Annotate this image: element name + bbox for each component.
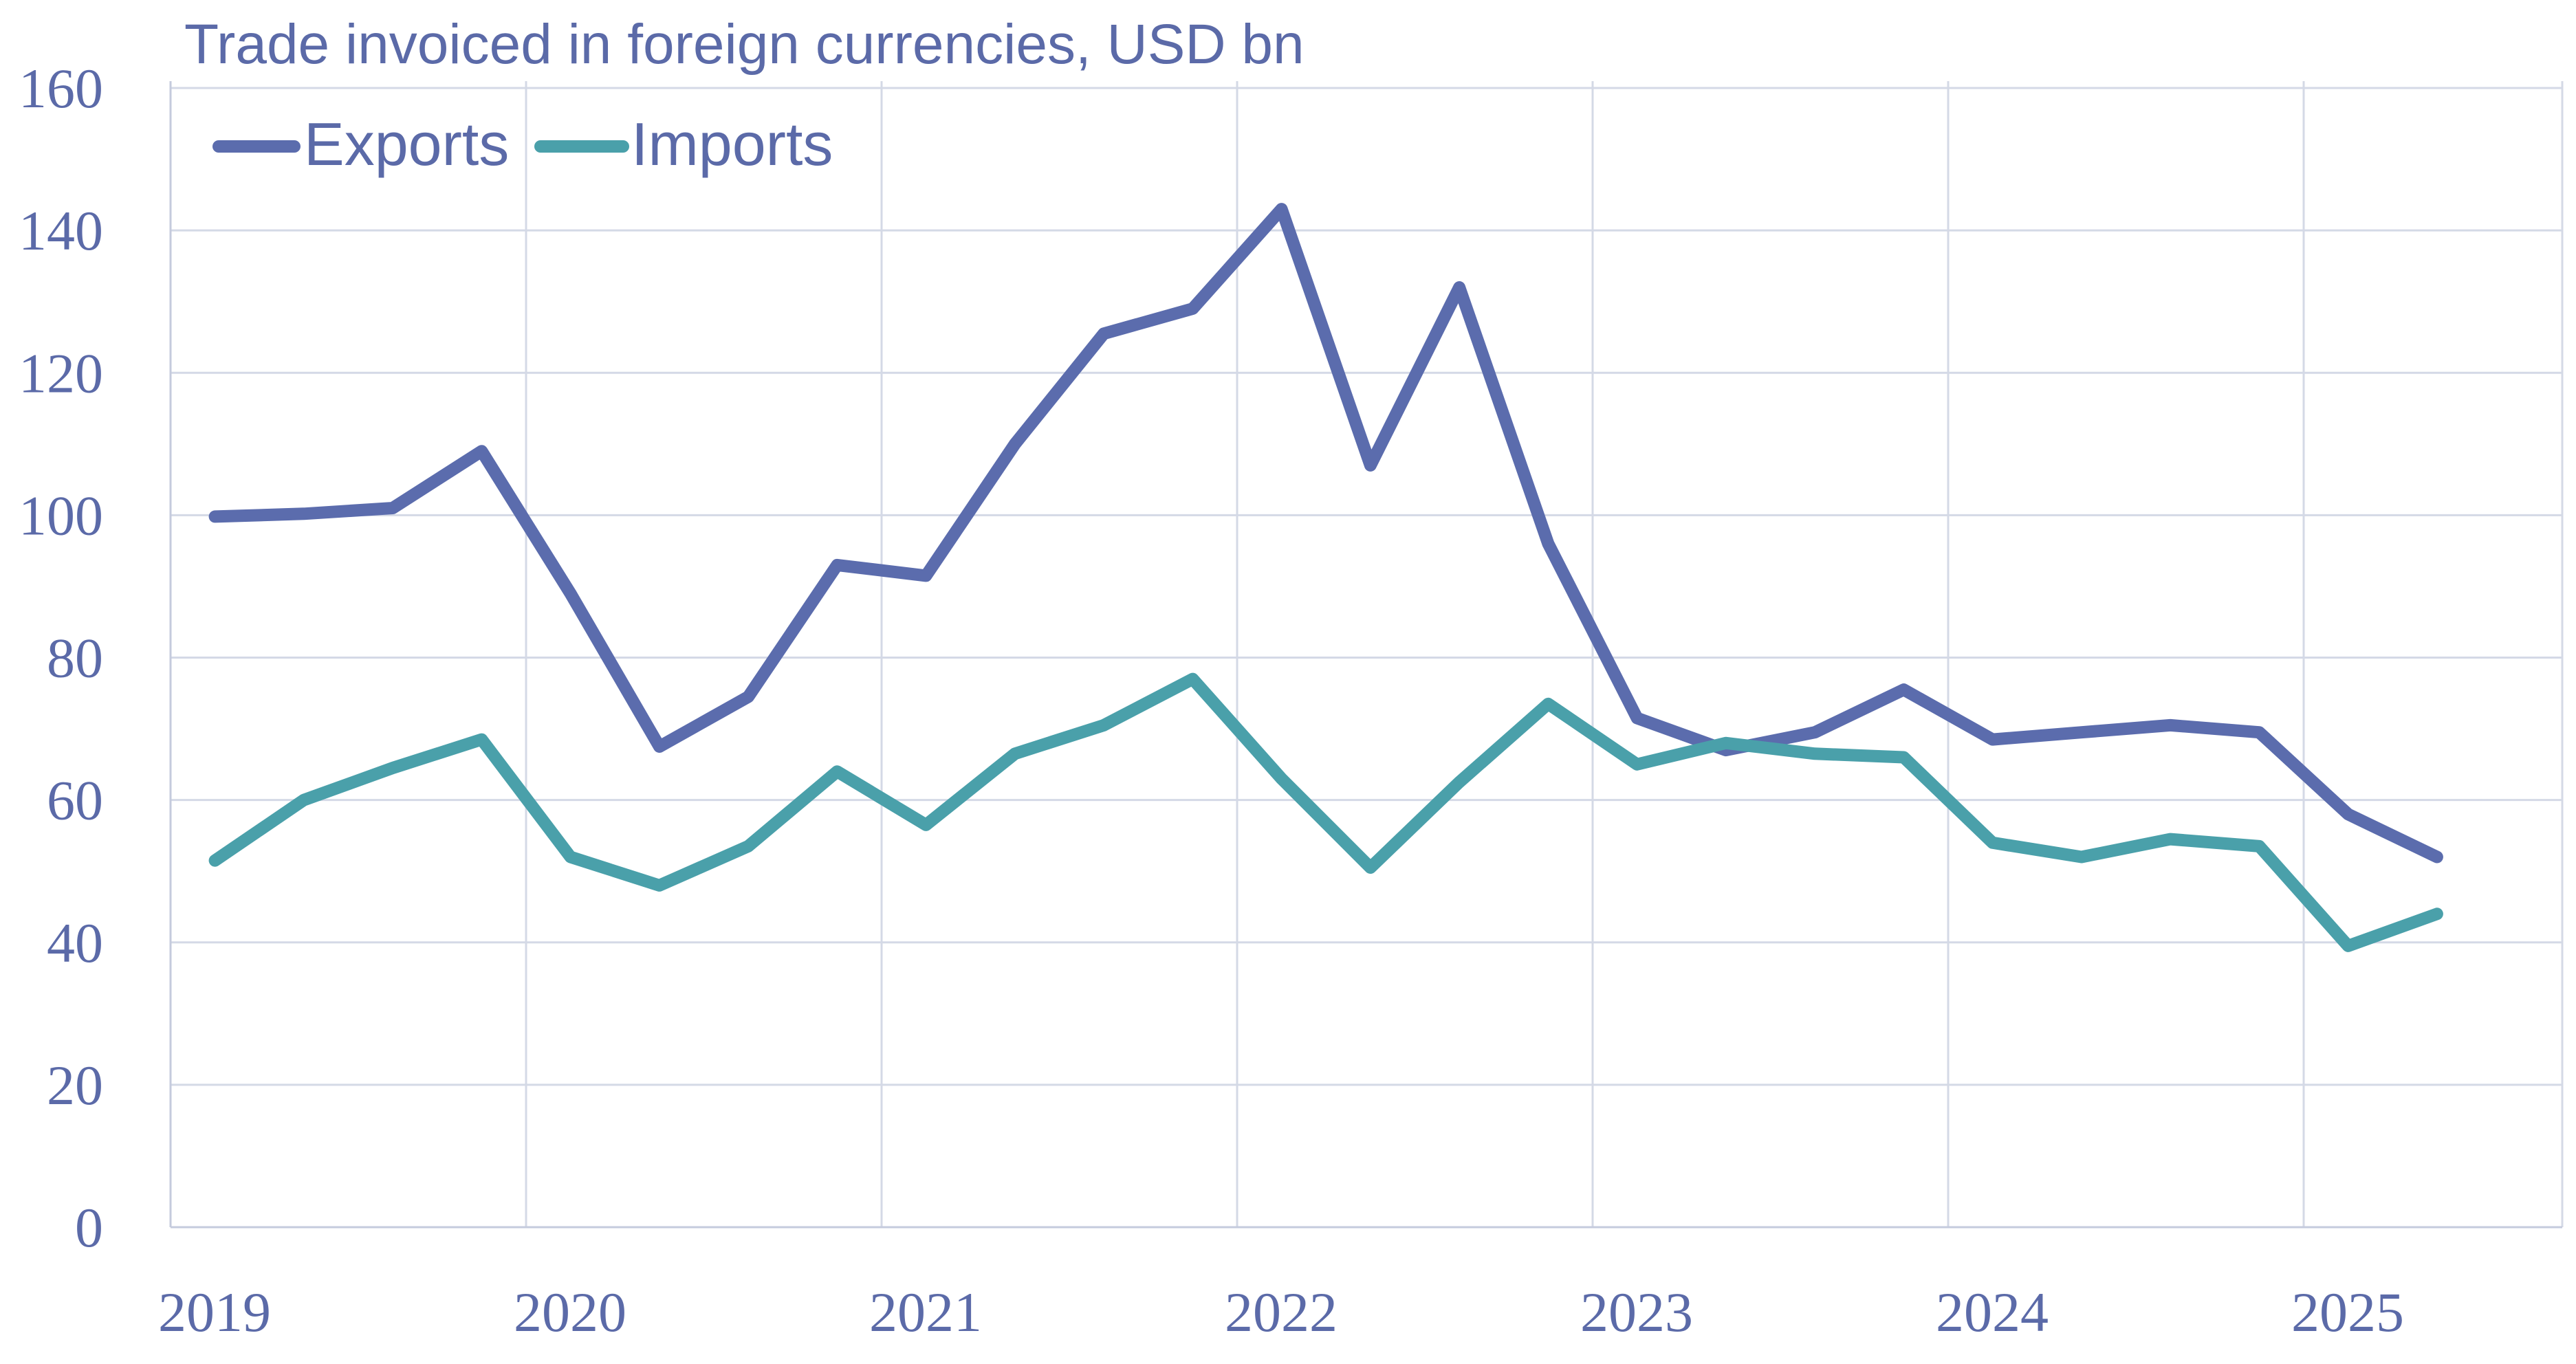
y-tick-label: 120 [19,342,103,404]
y-tick-label: 60 [47,769,103,832]
y-tick-label: 40 [47,912,103,974]
x-tick-label: 2024 [1936,1281,2049,1343]
gridlines [171,81,2564,1227]
axes [169,81,2562,1229]
x-tick-label: 2021 [869,1281,982,1343]
chart-title: Trade invoiced in foreign currencies, US… [184,13,1305,76]
legend: Exports Imports [212,110,833,178]
y-axis-tick-labels: 0 20 40 60 80 100 120 140 160 [19,57,103,1259]
series-lines [208,203,2443,952]
x-axis-tick-labels: 2019 2020 2021 2022 2023 2024 2025 [158,1281,2404,1343]
legend-label-exports: Exports [304,110,509,178]
x-tick-label: 2025 [2291,1281,2404,1343]
y-tick-label: 140 [19,199,103,262]
series-line-imports [208,672,2443,952]
legend-label-imports: Imports [631,110,833,178]
y-tick-label: 80 [47,627,103,690]
y-tick-label: 100 [19,484,103,547]
series-line-exports [208,203,2443,864]
legend-item-exports: Exports [212,110,509,178]
y-tick-label: 0 [75,1196,103,1259]
y-tick-label: 160 [19,57,103,120]
x-tick-label: 2022 [1225,1281,1338,1343]
y-tick-label: 20 [47,1054,103,1116]
x-tick-label: 2023 [1580,1281,1693,1343]
x-tick-label: 2020 [514,1281,626,1343]
legend-item-imports: Imports [534,110,833,178]
x-tick-label: 2019 [158,1281,271,1343]
